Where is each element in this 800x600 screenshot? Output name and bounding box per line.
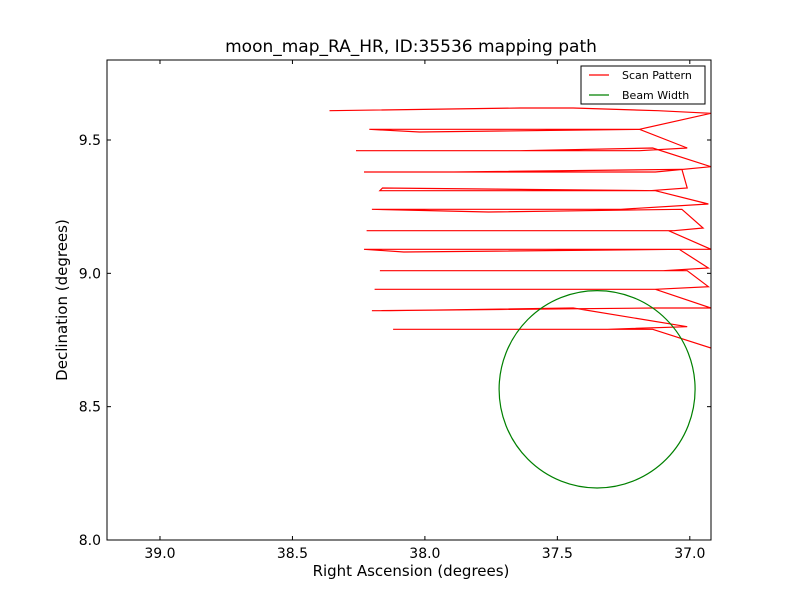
- series-scan-pattern-line: [329, 107, 711, 349]
- plot-frame: [106, 59, 712, 541]
- y-tick-label: 9.0: [79, 266, 101, 282]
- x-axis-label: Right Ascension (degrees): [313, 562, 510, 580]
- x-tick-label: 39.0: [144, 546, 175, 562]
- chart-title: moon_map_RA_HR, ID:35536 mapping path: [225, 37, 597, 57]
- legend: Scan Pattern Beam Width: [580, 65, 706, 105]
- plot-data-group: [329, 107, 711, 489]
- x-tick-label: 38.0: [409, 546, 440, 562]
- x-tick-label: 38.5: [277, 546, 308, 562]
- x-tick-label: 37.5: [542, 546, 573, 562]
- legend-label-beam-width: Beam Width: [622, 89, 689, 102]
- y-tick-label: 8.0: [79, 533, 101, 549]
- x-axis-ticks: 39.0 38.5 38.0 37.5 37.0: [144, 60, 705, 562]
- x-tick-label: 37.0: [674, 546, 705, 562]
- legend-label-scan-pattern: Scan Pattern: [622, 69, 692, 82]
- y-axis-ticks: 8.0 8.5 9.0 9.5: [79, 133, 711, 549]
- series-beam-width-circle: [498, 289, 696, 489]
- plot-area: [107, 60, 711, 540]
- y-tick-label: 8.5: [79, 400, 101, 416]
- legend-box: [580, 65, 706, 105]
- y-axis-label: Declination (degrees): [53, 219, 71, 381]
- y-tick-label: 9.5: [79, 133, 101, 149]
